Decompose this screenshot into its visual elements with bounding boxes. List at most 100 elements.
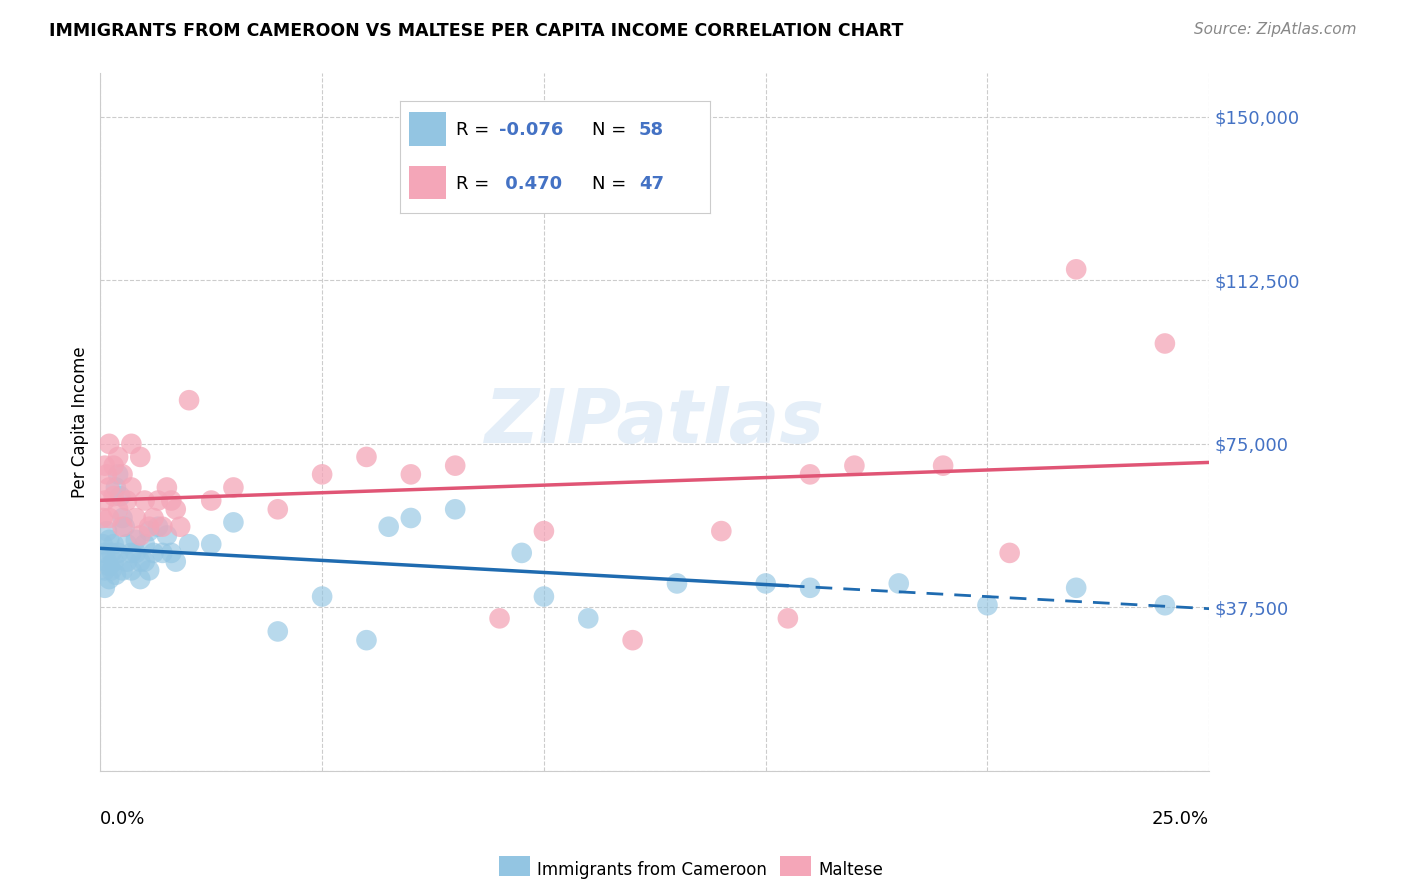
Point (111, 467, 134, 482)
Point (98, 511, 121, 525)
Point (146, 520, 169, 534)
Point (104, 567, 127, 582)
Point (129, 450, 152, 464)
Point (200, 493, 222, 508)
Point (98, 559, 121, 574)
Text: Maltese: Maltese (818, 861, 883, 879)
Point (111, 511, 134, 525)
Point (103, 458, 125, 473)
Point (138, 563, 160, 577)
Point (96, 467, 118, 482)
Text: Source: ZipAtlas.com: Source: ZipAtlas.com (1194, 22, 1357, 37)
Point (120, 546, 142, 560)
Point (94, 458, 117, 473)
Point (311, 467, 333, 482)
Point (103, 489, 125, 503)
Point (165, 555, 187, 569)
Point (844, 458, 866, 473)
Point (156, 480, 179, 494)
Point (107, 546, 129, 560)
Point (91, 511, 114, 525)
Point (91, 537, 114, 551)
Point (103, 537, 125, 551)
Point (152, 546, 174, 560)
Point (177, 393, 200, 408)
Point (134, 537, 156, 551)
Point (129, 572, 152, 586)
Point (110, 489, 132, 503)
Point (710, 524, 733, 538)
Text: 0.0%: 0.0% (100, 810, 146, 828)
Point (488, 611, 510, 625)
Point (444, 458, 467, 473)
Point (120, 563, 142, 577)
Point (998, 546, 1021, 560)
Point (1154, 599, 1177, 613)
Point (98, 533, 121, 547)
Text: Immigrants from Cameroon: Immigrants from Cameroon (537, 861, 766, 879)
Point (200, 537, 222, 551)
Point (755, 576, 778, 591)
Point (776, 611, 799, 625)
Point (510, 546, 533, 560)
Point (129, 555, 152, 569)
Point (94, 493, 117, 508)
Point (356, 633, 378, 648)
Point (165, 502, 187, 516)
Text: IMMIGRANTS FROM CAMEROON VS MALTESE PER CAPITA INCOME CORRELATION CHART: IMMIGRANTS FROM CAMEROON VS MALTESE PER … (49, 22, 904, 40)
Point (160, 493, 183, 508)
Point (267, 624, 290, 639)
Point (799, 467, 821, 482)
Point (887, 576, 910, 591)
Point (1064, 581, 1087, 595)
Point (399, 511, 422, 525)
Point (94, 563, 117, 577)
Point (125, 511, 148, 525)
Point (169, 520, 191, 534)
Point (98, 572, 121, 586)
Point (111, 520, 134, 534)
Point (156, 528, 179, 542)
Point (125, 546, 148, 560)
Point (120, 480, 142, 494)
Point (621, 633, 644, 648)
Point (976, 599, 998, 613)
Point (160, 546, 183, 560)
Point (100, 563, 122, 577)
Point (96, 524, 118, 538)
Point (267, 502, 290, 516)
Text: ZIPatlas: ZIPatlas (485, 385, 825, 458)
Point (576, 611, 599, 625)
Point (107, 467, 129, 482)
Point (115, 555, 138, 569)
Point (152, 520, 174, 534)
Point (533, 524, 555, 538)
Point (311, 590, 333, 604)
Point (399, 467, 422, 482)
Point (146, 493, 169, 508)
Point (98, 437, 121, 451)
Point (142, 511, 165, 525)
Point (142, 546, 165, 560)
Point (377, 520, 399, 534)
Point (111, 563, 134, 577)
Point (665, 576, 688, 591)
Point (114, 520, 136, 534)
Point (104, 480, 127, 494)
Point (134, 493, 156, 508)
Point (94, 546, 117, 560)
Point (115, 537, 138, 551)
Point (222, 516, 245, 530)
Point (138, 520, 160, 534)
Point (103, 555, 125, 569)
Point (94, 581, 117, 595)
Point (1064, 262, 1087, 277)
Point (125, 533, 148, 547)
Point (356, 450, 378, 464)
Point (799, 581, 821, 595)
Point (107, 450, 129, 464)
Y-axis label: Per Capita Income: Per Capita Income (72, 346, 89, 498)
Point (134, 555, 156, 569)
Point (107, 502, 129, 516)
Point (222, 480, 245, 494)
